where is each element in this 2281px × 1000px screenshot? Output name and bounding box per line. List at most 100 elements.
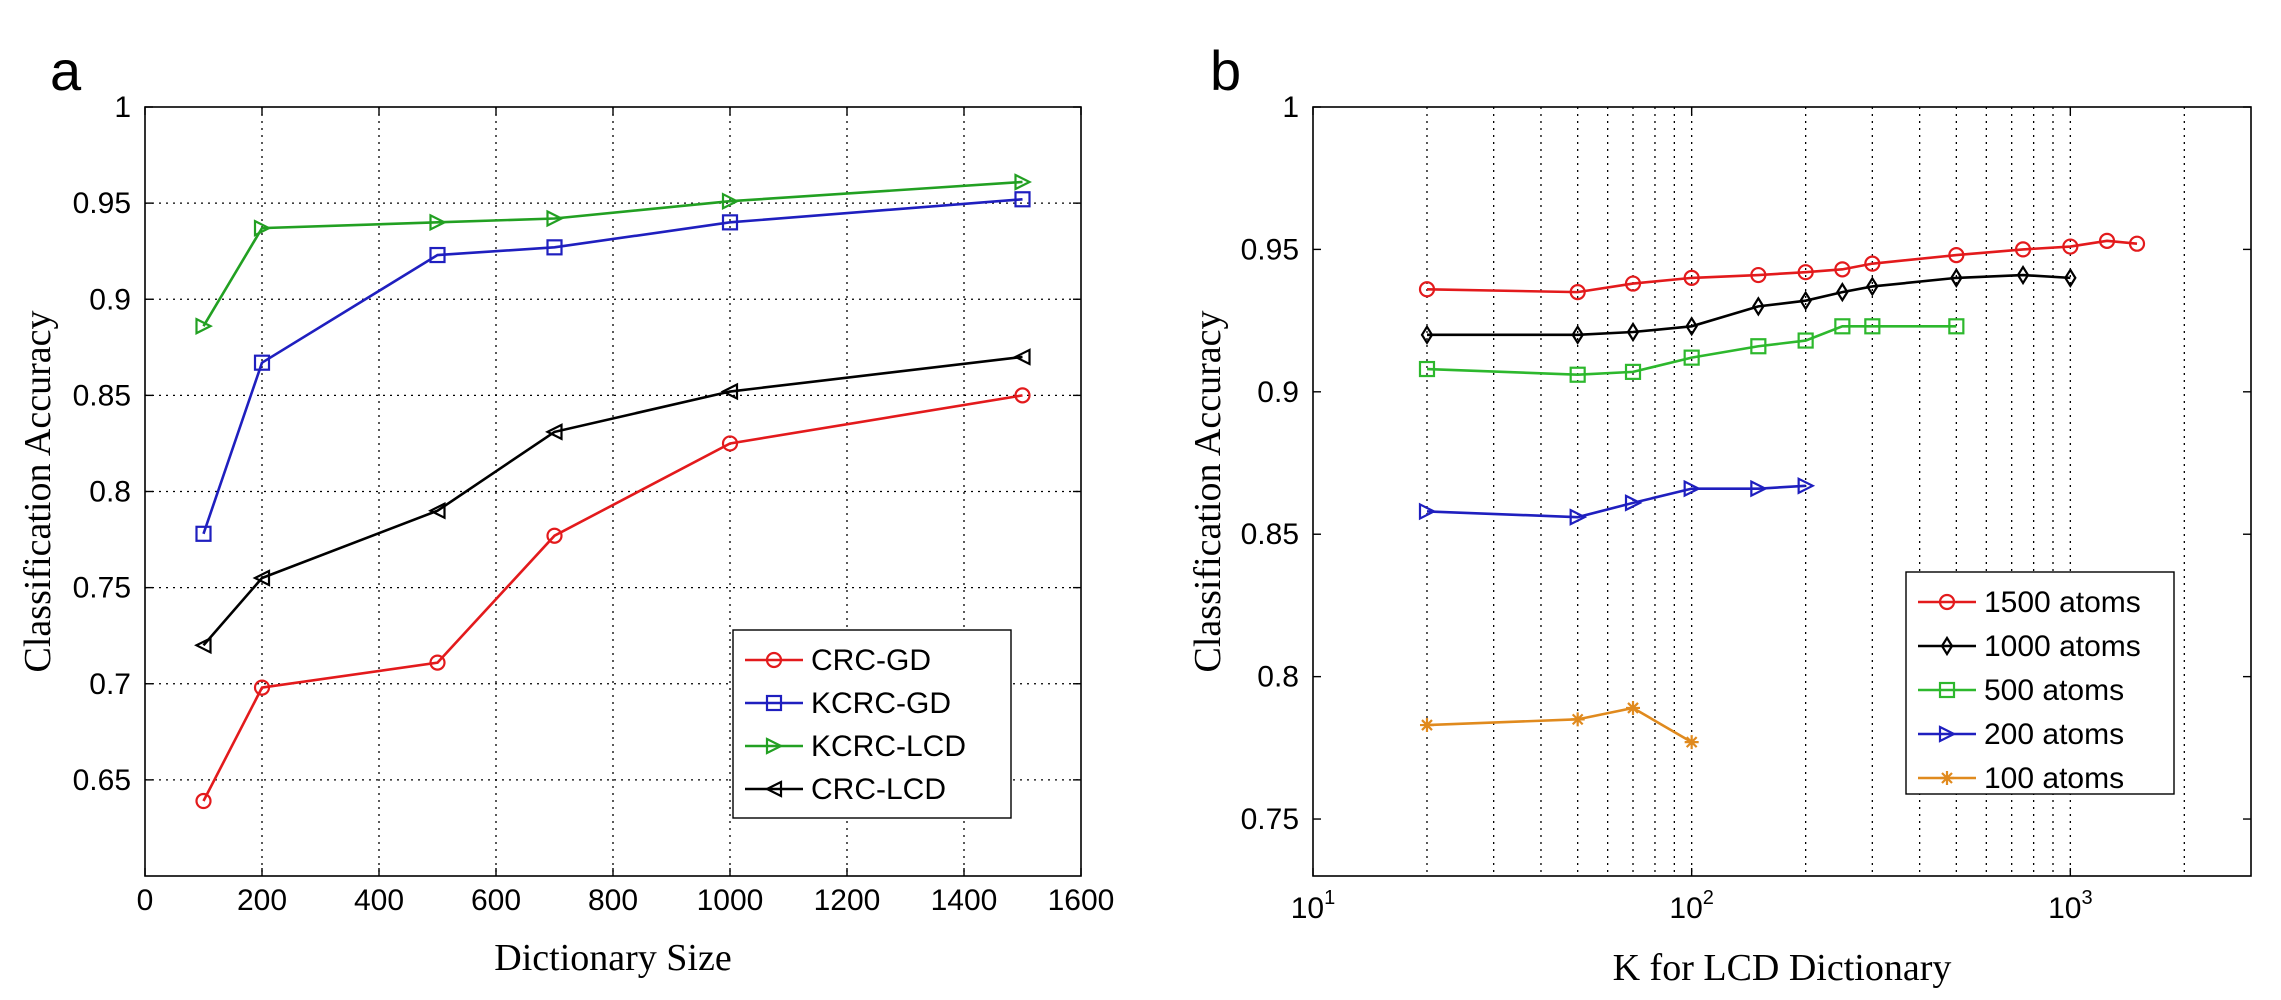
- legend: 1500 atoms 1000 atoms 500 atoms 200 atoms 10…: [1905, 571, 2175, 795]
- y-axis-title: Classification Accuracy: [17, 311, 59, 673]
- data-point: [1624, 363, 1642, 380]
- data-point: [1626, 321, 1640, 343]
- series-line: [1426, 325, 1957, 377]
- data-point: [545, 423, 563, 441]
- series-line: [1426, 239, 2138, 294]
- x-tick-label: 800: [588, 884, 638, 917]
- x-tick-label: 0: [137, 884, 154, 917]
- legend-label: KCRC-LCD: [811, 730, 966, 763]
- data-point: [1797, 477, 1816, 495]
- legend-label: CRC-LCD: [811, 773, 946, 806]
- legend-label: 100 atoms: [1984, 762, 2124, 795]
- data-point: [252, 569, 271, 587]
- data-point: [1866, 276, 1879, 297]
- legend: CRC-GD KCRC-GD KCRC-LCD CRC-LCD: [732, 629, 1012, 819]
- data-point: [195, 792, 212, 810]
- data-point: [1684, 735, 1699, 750]
- panel-label: b: [1210, 39, 1241, 102]
- data-point: [429, 246, 446, 264]
- x-tick-label: 1200: [814, 884, 881, 917]
- x-tick-base: 10: [1669, 892, 1702, 925]
- series-1000-atoms: [1420, 264, 2077, 345]
- data-point: [2016, 264, 2030, 286]
- y-tick-label: 0.65: [73, 764, 131, 797]
- series-line: [202, 355, 1023, 647]
- legend-item: 1500 atoms: [1918, 586, 2141, 619]
- data-point: [2014, 241, 2032, 258]
- data-point: [1834, 261, 1851, 278]
- x-tick-label: 1600: [1048, 884, 1115, 917]
- data-point: [1571, 324, 1584, 345]
- data-point: [429, 654, 446, 671]
- x-axis-title: Dictionary Size: [494, 937, 731, 979]
- y-tick-label: 1: [114, 91, 131, 124]
- data-point: [1570, 712, 1585, 727]
- y-tick-label: 1: [1282, 91, 1299, 124]
- series-line: [202, 394, 1023, 802]
- x-tick-base: 10: [2048, 892, 2081, 925]
- legend-item: 200 atoms: [1918, 718, 2124, 751]
- x-tick-exponent: 1: [1324, 887, 1335, 909]
- legend-item: 100 atoms: [1918, 762, 2124, 795]
- x-tick-label: 102: [1669, 887, 1714, 925]
- y-tick-label: 0.7: [89, 668, 131, 701]
- series-100-atoms: [1419, 700, 1699, 750]
- data-point: [1014, 191, 1031, 208]
- data-point: [1014, 173, 1032, 191]
- x-tick-label: 600: [471, 884, 521, 917]
- x-tick-exponent: 2: [1703, 887, 1714, 909]
- data-point: [2062, 238, 2079, 255]
- series-200-atoms: [1418, 477, 1816, 526]
- data-point: [1418, 502, 1437, 521]
- legend-marker: [1940, 635, 1954, 657]
- y-tick-label: 0.8: [89, 476, 131, 509]
- data-point: [1948, 318, 1965, 335]
- x-tick-label: 101: [1291, 887, 1336, 925]
- data-point: [1683, 269, 1700, 286]
- y-tick-label: 0.95: [1241, 233, 1299, 266]
- data-point: [1420, 324, 1434, 345]
- series-line: [1426, 706, 1693, 744]
- data-point: [1683, 349, 1700, 366]
- data-point: [195, 525, 212, 542]
- y-tick-label: 0.9: [89, 283, 131, 316]
- y-tick-label: 0.85: [73, 379, 131, 412]
- legend-item: CRC-GD: [745, 644, 931, 677]
- legend-label: CRC-GD: [811, 644, 931, 677]
- data-point: [1014, 387, 1031, 404]
- legend-marker: [1938, 681, 1956, 699]
- data-point: [1864, 318, 1881, 335]
- y-tick-label: 0.85: [1241, 518, 1299, 551]
- legend-label: 1500 atoms: [1984, 586, 2141, 619]
- data-point: [1419, 718, 1434, 733]
- legend-item: 1000 atoms: [1918, 630, 2141, 663]
- data-point: [1685, 316, 1698, 337]
- data-point: [1797, 332, 1814, 349]
- data-point: [194, 636, 212, 655]
- data-point: [1797, 264, 1814, 281]
- data-point: [1569, 284, 1586, 301]
- legend-marker: [765, 694, 783, 712]
- x-tick-base: 10: [1291, 892, 1324, 925]
- data-point: [546, 527, 563, 544]
- data-point: [429, 213, 447, 232]
- data-point: [1948, 247, 1965, 264]
- x-tick-label: 1000: [697, 884, 764, 917]
- legend-marker: [765, 651, 783, 669]
- data-point: [1799, 290, 1812, 311]
- y-axis-title: Classification Accuracy: [1187, 311, 1229, 673]
- data-point: [2128, 235, 2146, 252]
- legend-label: 500 atoms: [1984, 674, 2124, 707]
- data-point: [1834, 318, 1851, 335]
- data-point: [1624, 275, 1642, 292]
- legend-box: [732, 629, 1012, 819]
- legend-item: CRC-LCD: [745, 773, 946, 806]
- y-tick-label: 0.75: [1241, 803, 1299, 836]
- y-tick-label: 0.75: [73, 572, 131, 605]
- data-point: [253, 679, 271, 696]
- data-point: [720, 382, 739, 401]
- data-point: [1418, 360, 1436, 378]
- series-crc-gd: [195, 387, 1031, 810]
